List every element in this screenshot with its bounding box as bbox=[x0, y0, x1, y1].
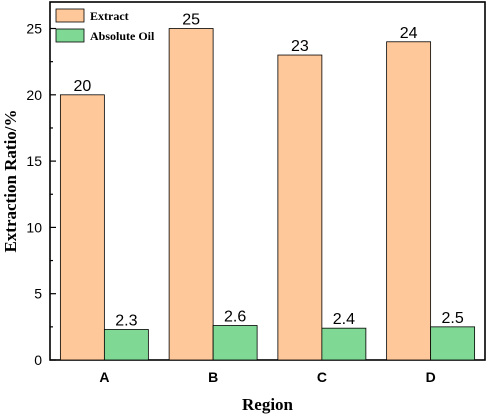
data-label: 2.4 bbox=[333, 311, 355, 328]
y-tick-label: 5 bbox=[34, 286, 42, 302]
data-label: 2.3 bbox=[115, 313, 137, 330]
y-tick-label: 25 bbox=[26, 21, 42, 37]
x-tick-label: D bbox=[426, 369, 436, 385]
legend: Extract Absolute Oil bbox=[55, 8, 155, 43]
legend-swatch bbox=[55, 8, 85, 23]
y-tick-label: 0 bbox=[34, 352, 42, 368]
x-tick-label: B bbox=[208, 369, 218, 385]
x-axis-ticks: A B C D bbox=[99, 354, 436, 385]
y-tick-label: 20 bbox=[26, 87, 42, 103]
data-label: 24 bbox=[400, 25, 418, 42]
bar-extract-a bbox=[59, 94, 105, 361]
data-label: 2.5 bbox=[442, 310, 464, 327]
y-tick-label: 10 bbox=[26, 219, 42, 235]
legend-label: Extract bbox=[90, 9, 129, 23]
bar-extract-c bbox=[277, 54, 323, 361]
bar-extract-b bbox=[168, 28, 214, 361]
data-label: 2.6 bbox=[224, 309, 246, 326]
legend-swatch bbox=[55, 28, 85, 43]
bar-absolute-oil-d bbox=[430, 326, 476, 361]
y-axis-title: Extraction Ratio/% bbox=[1, 109, 20, 252]
bar-series bbox=[59, 28, 476, 361]
legend-label: Absolute Oil bbox=[90, 29, 155, 43]
y-tick-label: 15 bbox=[26, 153, 42, 169]
bar-extract-d bbox=[386, 41, 432, 361]
plot-frame bbox=[49, 1, 486, 361]
plot-area bbox=[49, 1, 486, 361]
x-tick-label: C bbox=[317, 369, 327, 385]
data-label: 23 bbox=[291, 38, 309, 55]
data-label: 20 bbox=[73, 78, 91, 95]
bar-absolute-oil-a bbox=[103, 329, 149, 361]
data-labels: 20 2.3 25 2.6 23 2.4 24 2.5 bbox=[73, 12, 463, 330]
x-tick-label: A bbox=[99, 369, 109, 385]
bar-absolute-oil-b bbox=[212, 325, 258, 361]
y-axis-ticks: 0 5 10 15 20 25 bbox=[26, 21, 56, 368]
x-axis-title: Region bbox=[242, 395, 294, 414]
data-label: 25 bbox=[182, 12, 200, 29]
bar-absolute-oil-c bbox=[321, 327, 367, 361]
